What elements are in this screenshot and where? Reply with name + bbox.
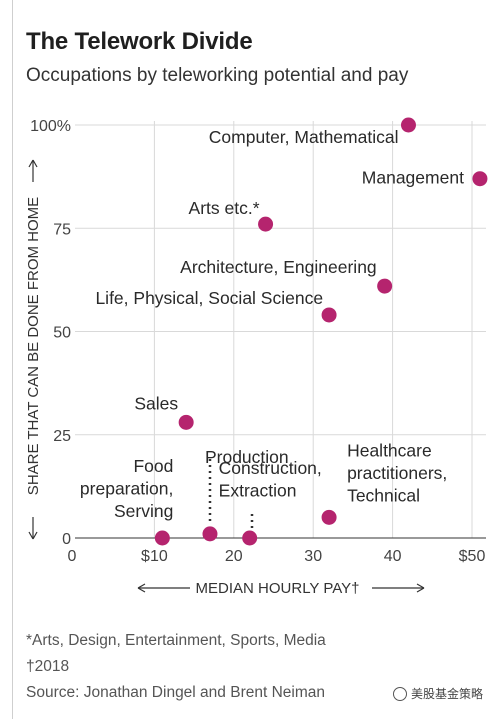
left-rule (12, 0, 13, 719)
footnotes: *Arts, Design, Entertainment, Sports, Me… (26, 628, 326, 706)
data-point (400, 117, 416, 133)
source-note: Source: Jonathan Dingel and Brent Neiman (26, 684, 325, 701)
y-tick-label: 50 (53, 325, 71, 342)
x-axis-label: MEDIAN HOURLY PAY† (196, 580, 360, 597)
x-tick-label: 30 (304, 548, 322, 565)
data-point (178, 414, 194, 430)
point-label: Serving (114, 501, 173, 521)
point-label: practitioners, (347, 463, 447, 483)
watermark: 美股基金策略 (389, 684, 486, 703)
point-label: Life, Physical, Social Science (95, 288, 323, 308)
y-tick-label: 0 (62, 531, 71, 548)
year-footnote: †2018 (26, 658, 70, 675)
point-label: Production (205, 447, 289, 467)
x-arrowhead-right (416, 583, 425, 593)
x-arrowhead-left (137, 583, 146, 593)
data-point (377, 278, 393, 294)
point-label: Healthcare (347, 440, 432, 460)
data-point (202, 526, 218, 542)
arts-footnote: *Arts, Design, Entertainment, Sports, Me… (26, 632, 326, 649)
x-tick-label: $10 (141, 548, 168, 565)
point-label: Construction, (219, 458, 322, 478)
point-label: Arts etc.* (189, 198, 260, 218)
y-arrowhead-up (28, 159, 38, 168)
x-tick-label: 20 (225, 548, 243, 565)
x-tick-label: 0 (68, 548, 77, 565)
chart-title: The Telework Divide (26, 28, 253, 55)
point-label: Computer, Mathematical (209, 127, 399, 147)
y-tick-label: 100% (30, 118, 71, 135)
data-point (321, 509, 337, 525)
point-label: Food (133, 456, 173, 476)
point-label: Management (362, 168, 464, 188)
data-point (154, 530, 170, 546)
y-tick-label: 75 (53, 221, 71, 238)
y-axis-label: SHARE THAT CAN BE DONE FROM HOME (25, 197, 42, 495)
data-point (321, 307, 337, 323)
y-arrowhead-down (28, 531, 38, 540)
data-point (472, 171, 488, 187)
data-point (242, 530, 258, 546)
x-tick-label: 40 (384, 548, 402, 565)
point-label: Extraction (219, 481, 297, 501)
point-label: Sales (134, 393, 178, 413)
data-point (258, 216, 274, 232)
x-tick-label: $50 (459, 548, 486, 565)
wechat-icon (392, 686, 407, 701)
point-label: Architecture, Engineering (180, 257, 377, 277)
y-tick-label: 25 (53, 428, 71, 445)
point-label: Technical (347, 485, 420, 505)
chart-subtitle: Occupations by teleworking potential and… (26, 65, 409, 86)
point-label: preparation, (80, 479, 173, 499)
watermark-text: 美股基金策略 (410, 687, 483, 701)
